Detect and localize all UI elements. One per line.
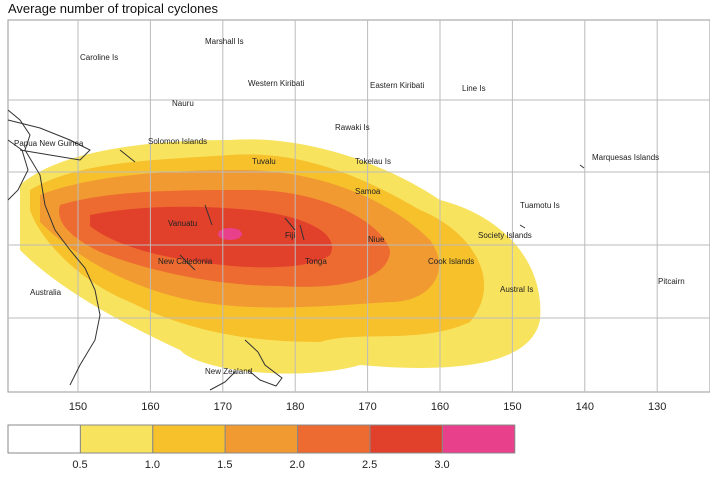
legend-swatch [79,424,154,454]
graticule [8,20,710,392]
place-label: Caroline Is [80,53,118,62]
islands [119,149,585,271]
legend-tick: 3.0 [434,459,449,471]
place-label: Marquesas Islands [592,153,659,162]
longitude-label: 150 [503,401,521,413]
longitude-label: 130 [648,401,666,413]
legend-tick: 2.5 [362,459,377,471]
legend-tick: 1.0 [145,459,160,471]
longitude-label: 150 [69,401,87,413]
place-label: Tokelau Is [355,157,391,166]
legend-swatch [7,424,81,454]
longitude-label: 170 [214,401,232,413]
longitude-axis: 150 160 170 180 170 160 150 140 130 [69,401,667,413]
place-label: Eastern Kiribati [370,81,424,90]
place-label: Papua New Guinea [14,139,84,148]
title: Average number of tropical cyclones [8,1,219,16]
longitude-label: 140 [576,401,594,413]
longitude-label: 160 [141,401,159,413]
place-label: Cook Islands [428,257,474,266]
place-label: Society Islands [478,231,532,240]
place-label: New Caledonia [158,257,213,266]
place-label: Tuvalu [252,157,276,166]
legend-tick: 2.0 [290,459,305,471]
place-label: Nauru [172,99,194,108]
longitude-label: 170 [358,401,376,413]
legend-swatch [224,424,299,454]
place-labels: Marshall Is Caroline Is Western Kiribati Ea… [14,37,685,376]
zone [218,228,242,240]
place-label: Fiji [285,231,295,240]
place-label: Marshall Is [205,37,244,46]
legend-swatch [297,424,371,454]
place-label: New Zealand [205,367,252,376]
place-label: Austral Is [500,285,533,294]
place-label: Samoa [355,187,381,196]
legend-tick: 0.5 [72,459,87,471]
place-label: Vanuatu [168,219,197,228]
australia-coast [7,109,101,386]
place-label: Solomon Islands [148,137,207,146]
place-label: Niue [368,235,385,244]
legend-swatch [152,424,226,454]
legend-swatch [369,424,443,454]
longitude-label: 160 [431,401,449,413]
png-coast [7,119,91,161]
coastlines [7,109,585,391]
legend: 0.5 1.0 1.5 2.0 2.5 3.0 [7,424,516,471]
place-label: Rawaki Is [335,123,370,132]
new-zealand-coast [209,339,283,391]
place-label: Australia [30,288,62,297]
place-label: Tonga [305,257,327,266]
place-label: Tuamotu Is [520,201,560,210]
legend-tick: 1.5 [217,459,232,471]
longitude-label: 180 [286,401,304,413]
place-label: Western Kiribati [248,79,305,88]
legend-swatch [441,424,516,454]
place-label: Pitcairn [658,277,685,286]
place-label: Line Is [462,84,486,93]
